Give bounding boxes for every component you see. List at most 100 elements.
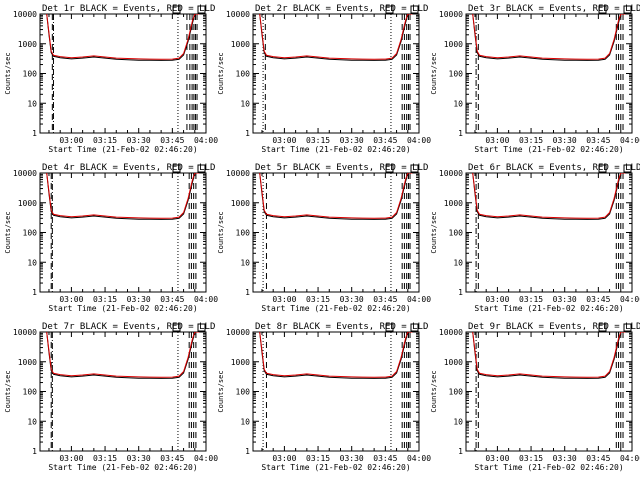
x-tick-label: 03:00 (485, 454, 509, 463)
x-tick-label: 03:45 (373, 136, 397, 145)
x-tick-label: 03:45 (160, 136, 184, 145)
lld-series-line (46, 332, 200, 378)
y-tick-label: 10000 (226, 169, 250, 178)
y-tick-label: 100 (449, 70, 464, 79)
x-tick-label: 03:00 (485, 295, 509, 304)
x-tick-label: 03:45 (586, 295, 610, 304)
y-tick-label: 10 (27, 99, 37, 108)
x-tick-label: 03:15 (519, 295, 543, 304)
plot-data (472, 332, 626, 451)
y-tick-label: 1000 (18, 358, 37, 367)
x-tick-label: 03:00 (485, 136, 509, 145)
y-tick-label: 10 (453, 258, 463, 267)
title-square-marker (598, 323, 607, 332)
plot-data (259, 332, 413, 451)
y-tick-label: 100 (236, 70, 251, 79)
plot-data (46, 173, 200, 292)
x-axis-label: Start Time (21-Feb-02 02:46:20) (261, 463, 410, 472)
x-tick-label: 04:00 (620, 136, 640, 145)
events-series-line (259, 173, 413, 220)
title-square-marker (172, 323, 181, 332)
x-tick-label: 03:00 (59, 295, 83, 304)
events-series-line (259, 14, 413, 61)
x-tick-label: 03:45 (373, 454, 397, 463)
y-tick-label: 10 (453, 99, 463, 108)
panel-title: Det 7r BLACK = Events, RED = LLD (42, 322, 215, 332)
x-tick-label: 04:00 (194, 295, 218, 304)
y-tick-label: 1 (458, 288, 463, 297)
x-tick-label: 03:30 (340, 454, 364, 463)
title-square-marker (385, 5, 394, 14)
panel-title: Det 1r BLACK = Events, RED = LLD (42, 4, 215, 14)
y-tick-label: 10000 (226, 10, 250, 19)
events-series-line (46, 173, 200, 220)
title-square-marker (172, 164, 181, 173)
y-tick-label: 100 (449, 229, 464, 238)
x-tick-label: 03:00 (59, 454, 83, 463)
x-axis-label: Start Time (21-Feb-02 02:46:20) (48, 463, 197, 472)
x-axis-label: Start Time (21-Feb-02 02:46:20) (474, 463, 623, 472)
x-tick-label: 03:15 (519, 454, 543, 463)
detector-panel-4: Det 4r BLACK = Events, RED = LLD 1 10 100 10… (4, 163, 218, 313)
y-tick-label: 10 (240, 417, 250, 426)
x-axis-label: Start Time (21-Feb-02 02:46:20) (261, 145, 410, 154)
title-square-marker (410, 164, 419, 173)
events-series-line (46, 14, 200, 61)
detector-panel-6: Det 6r BLACK = Events, RED = LLD 1 10 100 10… (430, 163, 640, 313)
y-tick-label: 1000 (18, 199, 37, 208)
x-tick-label: 03:30 (127, 454, 151, 463)
x-tick-label: 03:00 (272, 454, 296, 463)
y-tick-label: 1000 (231, 40, 250, 49)
title-square-marker (385, 323, 394, 332)
title-square-marker (172, 5, 181, 14)
x-tick-label: 03:45 (373, 295, 397, 304)
y-tick-label: 1 (32, 288, 37, 297)
y-axis-label: Counts/sec (217, 370, 225, 412)
x-axis-label: Start Time (21-Feb-02 02:46:20) (261, 304, 410, 313)
x-axis-label: Start Time (21-Feb-02 02:46:20) (48, 145, 197, 154)
y-tick-label: 1 (245, 288, 250, 297)
lld-series-line (472, 14, 626, 60)
y-tick-label: 1 (458, 129, 463, 138)
lld-series-line (472, 332, 626, 378)
panel-title: Det 6r BLACK = Events, RED = LLD (468, 163, 640, 173)
y-axis-label: Counts/sec (4, 211, 12, 253)
panel-title: Det 2r BLACK = Events, RED = LLD (255, 4, 428, 14)
panel-title: Det 8r BLACK = Events, RED = LLD (255, 322, 428, 332)
y-tick-label: 10000 (439, 10, 463, 19)
x-axis-label: Start Time (21-Feb-02 02:46:20) (474, 145, 623, 154)
x-tick-label: 04:00 (194, 454, 218, 463)
panel-title: Det 5r BLACK = Events, RED = LLD (255, 163, 428, 173)
x-tick-label: 03:30 (553, 136, 577, 145)
title-square-marker (410, 323, 419, 332)
lld-series-line (259, 14, 413, 60)
y-tick-label: 10000 (13, 169, 37, 178)
plot-data (46, 14, 200, 133)
y-tick-label: 10000 (13, 328, 37, 337)
x-tick-label: 04:00 (407, 136, 431, 145)
detector-panel-8: Det 8r BLACK = Events, RED = LLD 1 10 100 10… (217, 322, 431, 472)
title-square-marker (623, 5, 632, 14)
y-tick-label: 10 (453, 417, 463, 426)
lld-series-line (46, 14, 200, 60)
x-tick-label: 03:30 (340, 136, 364, 145)
plot-data (46, 332, 200, 451)
y-tick-label: 1000 (231, 358, 250, 367)
x-tick-label: 03:15 (519, 136, 543, 145)
events-series-line (472, 14, 626, 61)
title-square-marker (623, 323, 632, 332)
y-tick-label: 10000 (439, 328, 463, 337)
title-square-marker (385, 164, 394, 173)
x-tick-label: 03:30 (340, 295, 364, 304)
x-tick-label: 03:00 (272, 136, 296, 145)
x-tick-label: 03:45 (586, 136, 610, 145)
y-tick-label: 10000 (439, 169, 463, 178)
events-series-line (46, 332, 200, 379)
title-square-marker (598, 5, 607, 14)
plot-data (472, 173, 626, 292)
y-tick-label: 100 (23, 229, 38, 238)
x-tick-label: 03:45 (160, 295, 184, 304)
y-tick-label: 1 (245, 129, 250, 138)
detector-panel-1: Det 1r BLACK = Events, RED = LLD 1 10 100 10… (4, 4, 218, 154)
